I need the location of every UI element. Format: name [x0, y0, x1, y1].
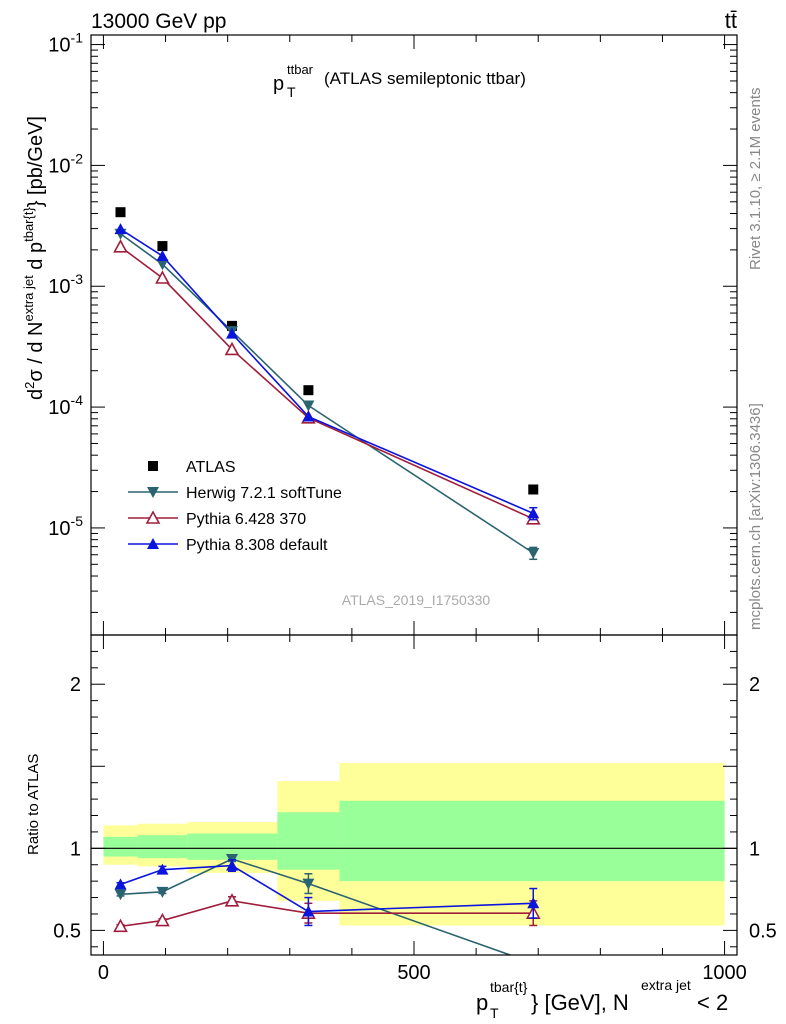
- svg-text:p: p: [476, 990, 488, 1015]
- main-title: p T ttbar (ATLAS semileptonic ttbar): [273, 62, 526, 100]
- uncertainty-band-green: [103, 836, 138, 857]
- main-point: [115, 207, 126, 218]
- main-point: [302, 410, 315, 422]
- main-point: [113, 239, 128, 253]
- legend-marker: [147, 487, 159, 498]
- svg-text:ttbar: ttbar: [287, 62, 314, 77]
- main-point: [226, 327, 239, 339]
- ratio-x-tick-label: 0: [98, 962, 109, 984]
- main-y-tick-label: 10-5: [48, 513, 83, 540]
- process-label: tt̄: [725, 8, 737, 33]
- ratio-y-tick-label-right: 1: [749, 838, 760, 860]
- ratio-y-axis-label: Ratio to ATLAS: [25, 754, 42, 855]
- ratio-point: [226, 859, 239, 871]
- x-axis-label-sup: tbar{t}: [490, 979, 528, 995]
- svg-text:(ATLAS semileptonic ttbar): (ATLAS semileptonic ttbar): [324, 69, 526, 88]
- main-point: [224, 341, 240, 356]
- legend-label: Pythia 6.428 370: [186, 511, 306, 528]
- legend-marker: [148, 461, 158, 471]
- ratio-point: [302, 878, 315, 890]
- main-y-tick-label: 10-2: [48, 150, 83, 177]
- main-point: [114, 223, 127, 235]
- svg-text:} [GeV], N: } [GeV], N: [531, 990, 629, 1015]
- main-point: [156, 249, 169, 261]
- legend-item: Herwig 7.2.1 softTune: [128, 485, 342, 502]
- ratio-x-tick-label: 1000: [702, 962, 747, 984]
- main-point: [528, 484, 539, 495]
- main-title-sub: T: [287, 84, 296, 100]
- main-point: [303, 385, 314, 396]
- rivet-label: Rivet 3.1.10, ≥ 2.1M events: [747, 88, 764, 271]
- legend-item: Pythia 6.428 370: [128, 510, 306, 528]
- legend-label: Herwig 7.2.1 softTune: [186, 485, 342, 502]
- main-series-line: [120, 246, 534, 520]
- ratio-point: [156, 886, 169, 898]
- main-y-tick-label: 10-3: [48, 271, 83, 298]
- main-series-line: [120, 233, 534, 554]
- ratio-point: [114, 878, 127, 890]
- ratio-point: [114, 889, 127, 901]
- analysis-id-label: ATLAS_2019_I1750330: [342, 592, 491, 608]
- legend-item: ATLAS: [148, 459, 236, 476]
- energy-label: 13000 GeV pp: [91, 10, 226, 33]
- ratio-panel: 0.5 0.5 1 1 2 2 0 500 1000: [53, 634, 777, 984]
- x-axis-label-p: p: [476, 990, 488, 1015]
- main-point: [527, 548, 540, 560]
- ratio-y-tick-label: 1: [70, 838, 81, 860]
- main-y-tick-label: 10-1: [48, 30, 83, 57]
- ratio-point: [156, 863, 169, 875]
- svg-text:extra jet: extra jet: [641, 977, 691, 993]
- x-axis-label-tail: < 2: [697, 990, 728, 1015]
- uncertainty-band-green: [339, 800, 725, 882]
- ratio-y-tick-label: 0.5: [53, 920, 81, 942]
- main-panel: 10-5 10-4 10-3 10-2 10-1 ATLAS Herwig 7.2.1 so…: [48, 30, 738, 636]
- legend: ATLAS Herwig 7.2.1 softTune Pythia 6.428 3…: [128, 459, 342, 554]
- x-axis-label: p T tbar{t} } [GeV], N extra jet < 2: [476, 977, 728, 1021]
- svg-text:tbar{t}: tbar{t}: [490, 979, 528, 995]
- mcplots-label: mcplots.cern.ch [arXiv:1306.3436]: [747, 403, 764, 630]
- uncertainty-band-green: [137, 835, 188, 859]
- ratio-point: [113, 918, 128, 933]
- legend-marker: [145, 510, 161, 524]
- x-axis-label-sup2: extra jet: [641, 977, 691, 993]
- svg-text:T: T: [287, 84, 296, 100]
- legend-label: ATLAS: [186, 459, 236, 476]
- main-point: [156, 259, 169, 271]
- legend-label: Pythia 8.308 default: [186, 537, 328, 554]
- ratio-y-tick-label: 2: [70, 674, 81, 696]
- ratio-point: [155, 912, 170, 927]
- legend-marker: [147, 538, 159, 549]
- ratio-point: [224, 893, 240, 907]
- x-axis-label-sub: T: [490, 1005, 499, 1021]
- legend-item: Pythia 8.308 default: [128, 537, 328, 554]
- ratio-y-tick-label-right: 2: [749, 674, 760, 696]
- ratio-x-tick-label: 500: [397, 962, 430, 984]
- main-point: [157, 241, 168, 252]
- main-point: [527, 507, 540, 519]
- svg-text:T: T: [490, 1005, 499, 1021]
- main-title-sup: ttbar: [287, 62, 314, 77]
- uncertainty-band-green: [277, 812, 340, 870]
- main-title-p: p: [273, 73, 284, 95]
- main-series-line: [120, 228, 534, 515]
- main-title-rest: (ATLAS semileptonic ttbar): [324, 69, 526, 88]
- x-axis-label-mid: } [GeV], N: [531, 990, 629, 1015]
- main-point: [302, 400, 315, 412]
- ratio-point: [527, 897, 540, 909]
- ratio-y-tick-label-right: 0.5: [749, 920, 777, 942]
- ratio-point: [302, 905, 315, 917]
- svg-text:p: p: [273, 73, 284, 95]
- main-y-axis-label: d2σ / d Nextra jet d ptbar{t}} [pb/GeV]: [21, 116, 47, 400]
- main-point: [155, 270, 170, 284]
- svg-text:d2σ / d Nextra jet d ptbar{t: d2σ / d Nextra jet d ptbar{t}} [pb/GeV]: [21, 116, 47, 400]
- main-y-tick-label: 10-4: [48, 392, 83, 419]
- main-point: [227, 320, 238, 331]
- svg-text:< 2: < 2: [697, 990, 728, 1015]
